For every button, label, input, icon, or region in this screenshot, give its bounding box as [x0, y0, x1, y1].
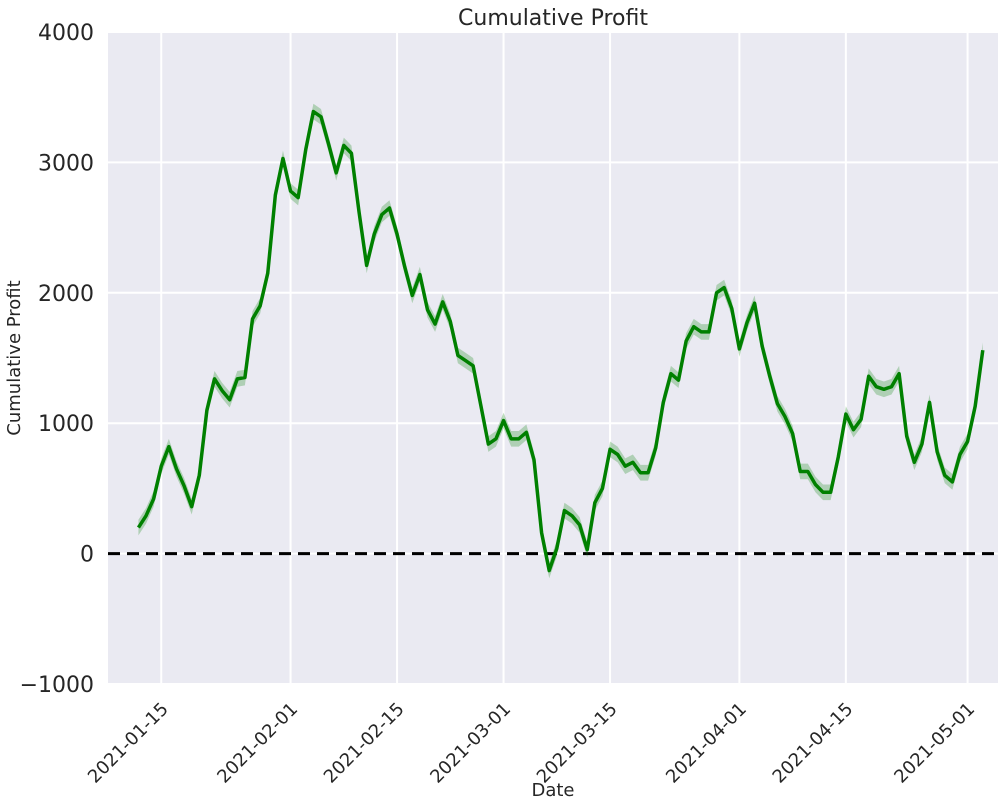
y-axis-label: Cumulative Profit [4, 280, 25, 435]
x-tick-label: 2021-01-15 [84, 699, 173, 788]
x-tick-label: 2021-02-15 [320, 699, 409, 788]
y-tick-label: 2000 [38, 282, 94, 307]
x-axis-label: Date [531, 780, 574, 801]
y-tick-label: 3000 [38, 151, 94, 176]
plot-area-background [108, 32, 998, 684]
x-axis-ticks: 2021-01-15 2021-02-01 2021-02-15 2021-03-01… [84, 699, 979, 788]
x-tick-label: 2021-03-01 [426, 699, 515, 788]
chart-title: Cumulative Profit [458, 6, 648, 31]
x-tick-label: 2021-04-15 [769, 699, 858, 788]
y-tick-label: 0 [80, 543, 94, 568]
y-tick-label: 4000 [38, 21, 94, 46]
x-tick-label: 2021-03-15 [533, 699, 622, 788]
y-tick-label: 1000 [38, 412, 94, 437]
x-tick-label: 2021-02-01 [213, 699, 302, 788]
y-tick-label: −1000 [20, 673, 94, 698]
x-tick-label: 2021-04-01 [662, 699, 751, 788]
x-tick-label: 2021-05-01 [890, 699, 979, 788]
grid-lines [108, 31, 998, 685]
cumulative-profit-line [136, 109, 985, 573]
series-line [136, 109, 985, 573]
y-axis-ticks: −1000 0 1000 2000 3000 4000 [20, 21, 94, 698]
